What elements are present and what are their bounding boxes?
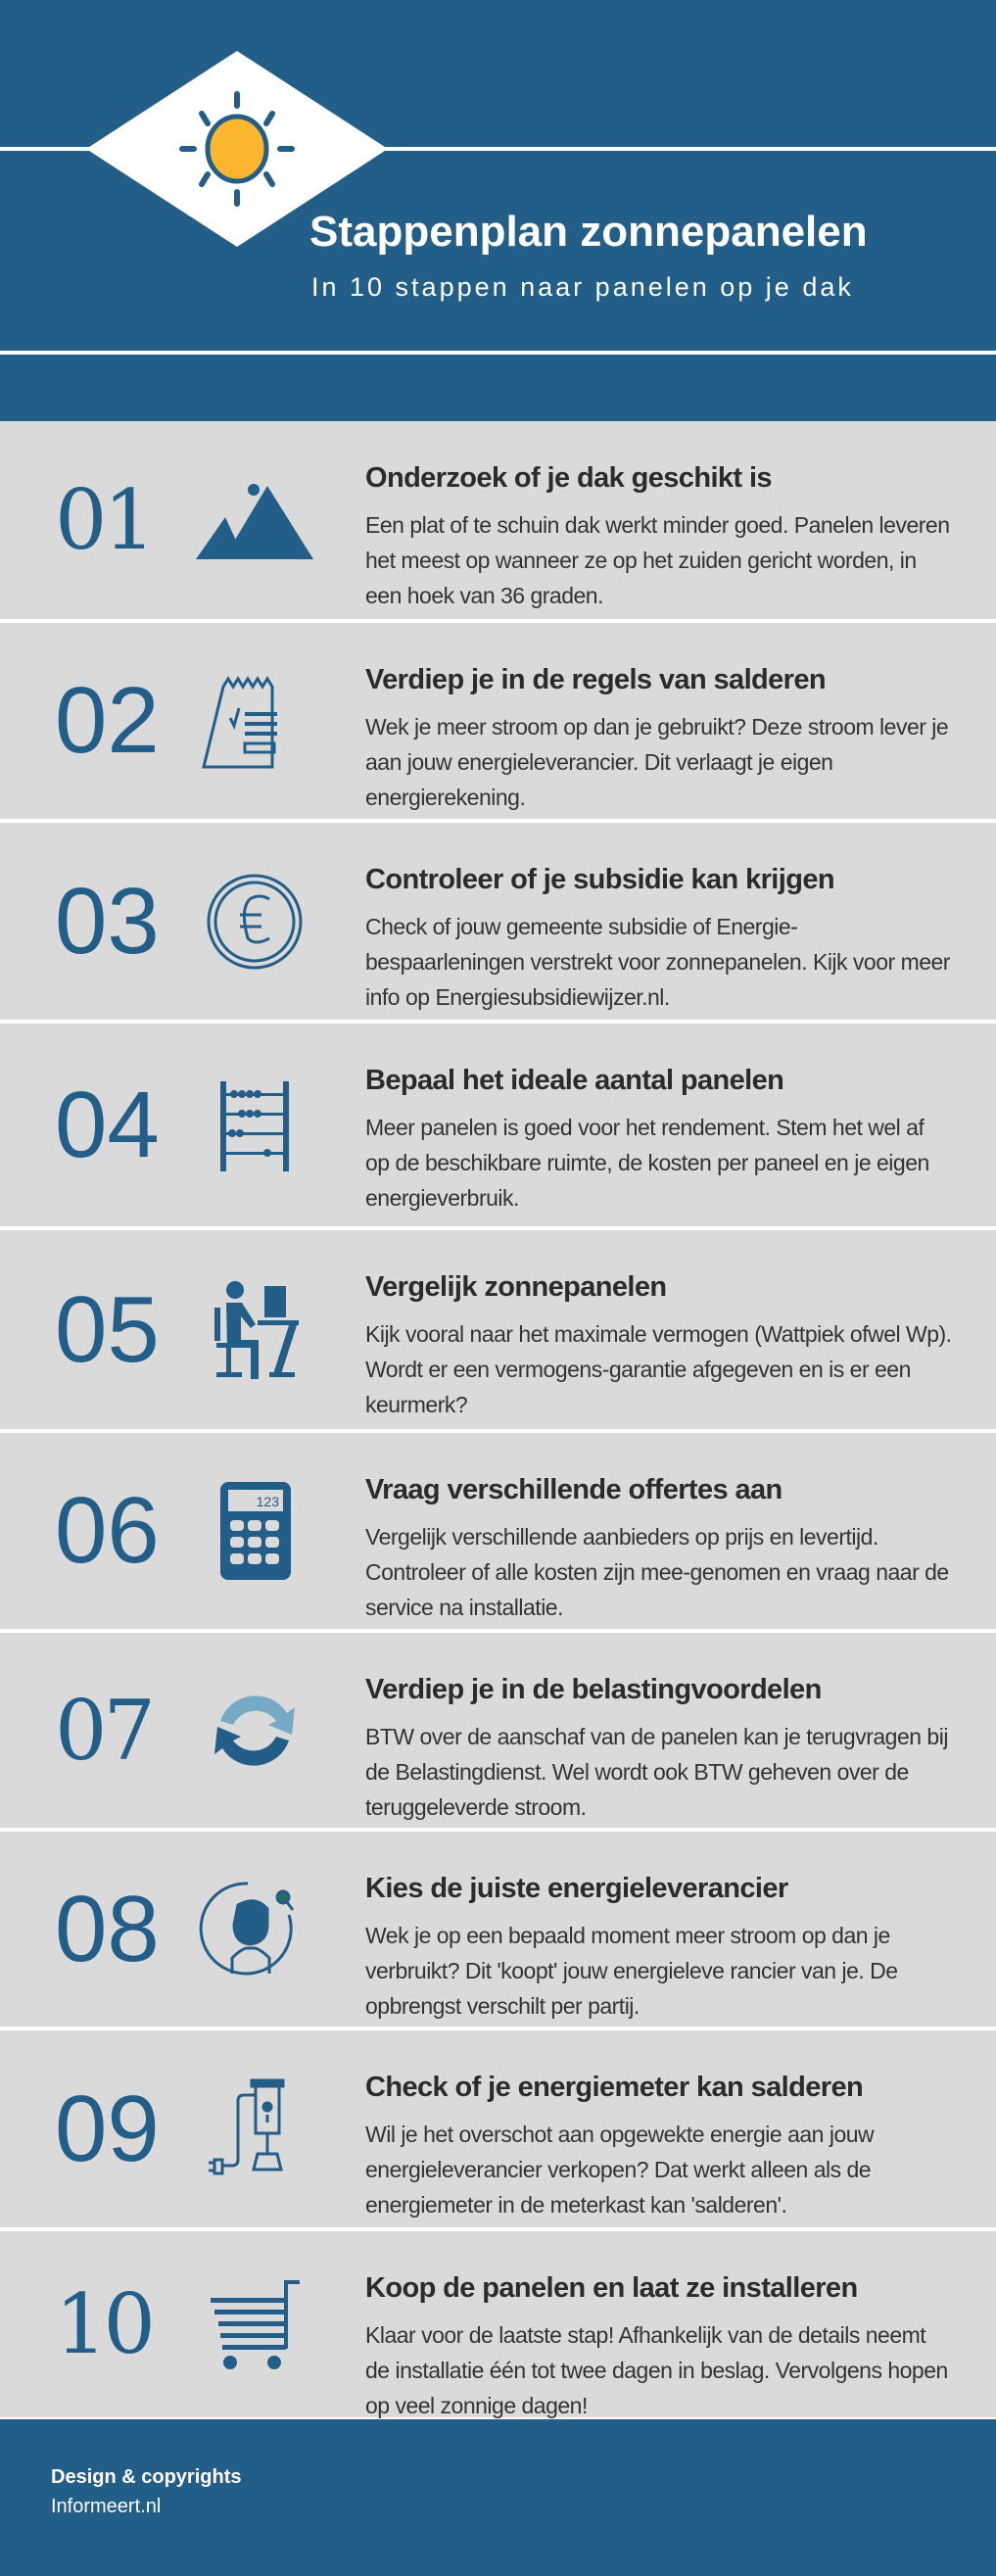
footer-credit: Design & copyrights bbox=[51, 2466, 242, 2488]
step-number: 10 bbox=[55, 2276, 156, 2372]
step-description: Check of jouw gemeente subsidie of Energ… bbox=[365, 914, 950, 1010]
step-number: 09 bbox=[55, 2075, 160, 2181]
step-description: Wek je meer stroom op dan je gebruikt? D… bbox=[365, 714, 949, 810]
step-number: 07 bbox=[55, 1682, 156, 1779]
divider bbox=[0, 147, 996, 151]
step-item: 06 123 Vraag verschillende offertes aan … bbox=[0, 1433, 996, 1633]
step-number: 05 bbox=[55, 1276, 160, 1382]
shopping-cart-icon bbox=[191, 2270, 318, 2378]
step-title: Check of je energiemeter kan salderen bbox=[365, 2072, 864, 2103]
step-number: 03 bbox=[55, 868, 160, 974]
step-title: Onderzoek of je dak geschikt is bbox=[365, 462, 773, 494]
footer: Design & copyrights Informeert.nl bbox=[0, 2419, 996, 2576]
svg-text:123: 123 bbox=[257, 1494, 280, 1509]
step-title: Kies de juiste energieleverancier bbox=[365, 1873, 788, 1904]
step-number: 02 bbox=[55, 668, 160, 773]
step-title: Vraag verschillende offertes aan bbox=[365, 1474, 783, 1505]
step-description: Meer panelen is goed voor het rendement.… bbox=[365, 1115, 929, 1211]
step-title: Verdiep je in de belastingvoordelen bbox=[365, 1674, 822, 1705]
step-item: 01 Onderzoek of je dak geschikt is Een p… bbox=[0, 421, 996, 623]
sun-icon bbox=[86, 51, 388, 247]
step-description: Vergelijk verschillende aanbieders op pr… bbox=[365, 1524, 949, 1620]
step-number: 08 bbox=[55, 1876, 160, 1981]
step-description: Kijk vooral naar het maximale vermogen (… bbox=[365, 1321, 952, 1417]
divider bbox=[0, 351, 996, 355]
step-number: 04 bbox=[55, 1072, 160, 1177]
person-at-computer-icon bbox=[191, 1276, 318, 1384]
person-search-icon bbox=[191, 1876, 318, 1983]
mountain-icon bbox=[191, 466, 318, 574]
steps-list: 01 Onderzoek of je dak geschikt is Een p… bbox=[0, 421, 996, 2418]
page-subtitle: In 10 stappen naar panelen op je dak bbox=[311, 272, 854, 302]
step-item: 09 Check of je energiemeter kan salderen… bbox=[0, 2030, 996, 2231]
energy-meter-plug-icon bbox=[191, 2075, 318, 2183]
step-description: Klaar voor de laatste stap! Afhankelijk … bbox=[365, 2322, 948, 2418]
step-title: Vergelijk zonnepanelen bbox=[365, 1271, 667, 1303]
step-title: Bepaal het ideale aantal panelen bbox=[365, 1065, 784, 1096]
step-description: Een plat of te schuin dak werkt minder g… bbox=[365, 512, 950, 608]
step-item: 05 Vergelijk zonnepanelen Kijk vooral na… bbox=[0, 1230, 996, 1433]
step-item: 10 Koop de panelen en laat ze installere… bbox=[0, 2231, 996, 2418]
step-number: 01 bbox=[55, 472, 156, 568]
step-number: 06 bbox=[55, 1478, 160, 1583]
step-title: Controleer of je subsidie kan krijgen bbox=[365, 864, 835, 895]
footer-link[interactable]: Informeert.nl bbox=[51, 2496, 162, 2517]
euro-coin-icon bbox=[191, 868, 318, 976]
step-description: Wek je op een bepaald moment meer stroom… bbox=[365, 1923, 898, 2019]
calculator-icon: 123 bbox=[191, 1477, 318, 1585]
step-title: Koop de panelen en laat ze installeren bbox=[365, 2272, 858, 2304]
step-item: 07 Verdiep je in de belastingvoordelen B… bbox=[0, 1633, 996, 1832]
step-description: Wil je het overschot aan opgewekte energ… bbox=[365, 2122, 875, 2218]
receipt-checklist-icon bbox=[191, 667, 318, 775]
step-item: 03 Controleer of je subsidie kan krijgen… bbox=[0, 823, 996, 1024]
step-description: BTW over de aanschaf van de panelen kan … bbox=[365, 1724, 948, 1820]
page-title: Stappenplan zonnepanelen bbox=[309, 208, 868, 256]
step-title: Verdiep je in de regels van salderen bbox=[365, 664, 827, 695]
step-item: 08 Kies de juiste energieleverancier Wek… bbox=[0, 1832, 996, 2030]
step-item: 04 Bepaal het ideale aantal panelen Meer… bbox=[0, 1024, 996, 1230]
refresh-arrows-icon bbox=[191, 1677, 318, 1785]
header: Stappenplan zonnepanelen In 10 stappen n… bbox=[0, 0, 996, 421]
abacus-icon bbox=[191, 1072, 318, 1179]
step-item: 02 Verdiep je in de regels van salderen … bbox=[0, 623, 996, 823]
